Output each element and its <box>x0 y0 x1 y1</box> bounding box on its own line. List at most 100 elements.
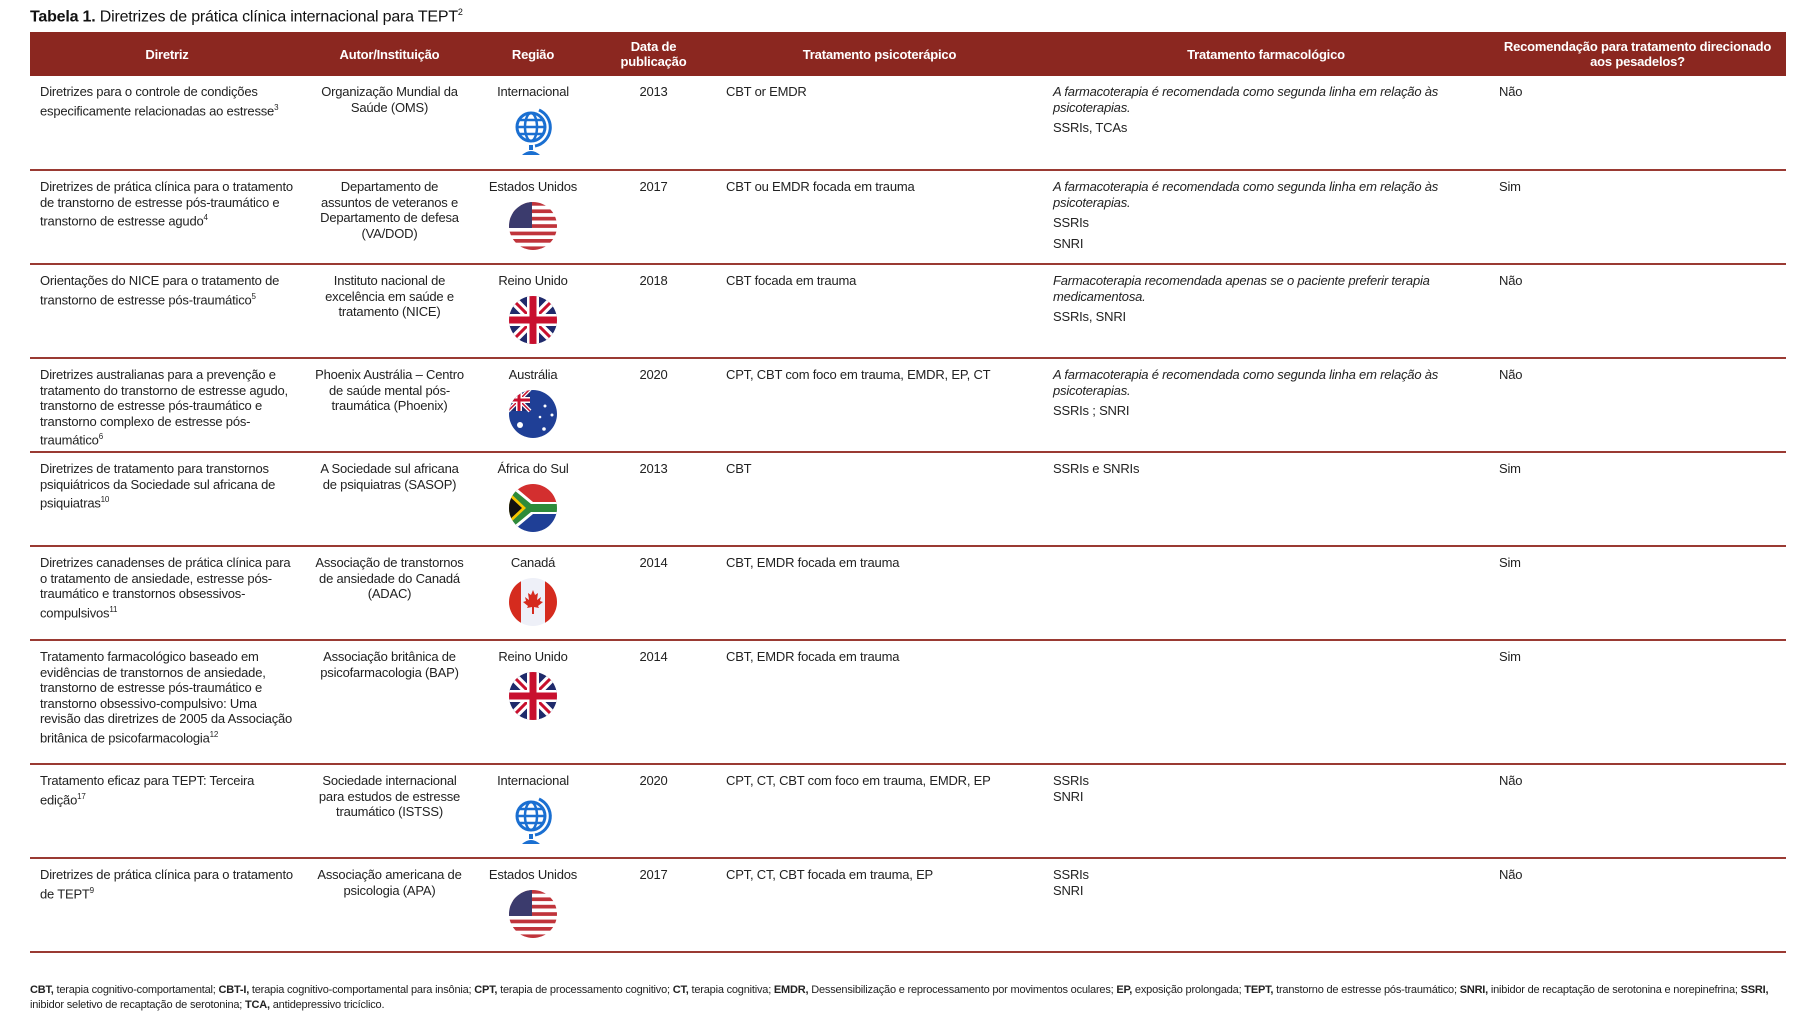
psychotherapy-cell: CBT focada em trauma <box>716 264 1043 359</box>
abbreviations-footnote: CBT, terapia cognitivo-comportamental; C… <box>30 983 1786 1013</box>
region-cell: África do Sul <box>475 452 591 547</box>
abbr-definition: exposição prolongada; <box>1132 984 1245 996</box>
guideline-cell: Tratamento eficaz para TEPT: Terceira ed… <box>30 764 304 859</box>
psychotherapy-cell: CPT, CT, CBT focada em trauma, EP <box>716 858 1043 953</box>
region-cell: Canadá <box>475 546 591 641</box>
pharm-drugs: SSRIs <box>1053 773 1089 788</box>
south-africa-flag-icon <box>508 483 558 533</box>
guideline-cell: Diretrizes de prática clínica para o tra… <box>30 858 304 953</box>
table-row: Diretrizes para o controle de condições … <box>30 76 1786 171</box>
author-cell: Organização Mundial da Saúde (OMS) <box>304 76 475 171</box>
abbr-definition: inibidor de recaptação de serotonina e n… <box>1488 984 1741 996</box>
pharmacology-cell <box>1043 546 1489 641</box>
author-cell: Instituto nacional de excelência em saúd… <box>304 264 475 359</box>
guidelines-table: Diretriz Autor/Instituição Região Data de p… <box>30 32 1786 953</box>
pharm-note: A farmacoterapia é recomendada como segu… <box>1053 179 1439 210</box>
year-cell: 2020 <box>591 358 716 453</box>
table-row: Diretrizes canadenses de prática clínica… <box>30 546 1786 641</box>
pharmacology-cell: Farmacoterapia recomendada apenas se o p… <box>1043 264 1489 359</box>
region-cell: Internacional <box>475 76 591 171</box>
author-cell: Departamento de assuntos de veteranos e … <box>304 170 475 265</box>
table-row: Tratamento eficaz para TEPT: Terceira ed… <box>30 764 1786 859</box>
year-cell: 2014 <box>591 640 716 765</box>
pharm-drugs: SSRIs <box>1053 867 1089 882</box>
year-cell: 2014 <box>591 546 716 641</box>
abbr-term: EMDR, <box>773 984 809 996</box>
abbr-definition: antidepressivo tricíclico. <box>269 999 385 1011</box>
region-label: Austrália <box>508 367 558 382</box>
us-flag-icon <box>508 201 558 251</box>
guideline-cell: Diretrizes canadenses de prática clínica… <box>30 546 304 641</box>
abbr-term: CPT, <box>474 984 498 996</box>
pharmacology-cell: A farmacoterapia é recomendada como segu… <box>1043 170 1489 265</box>
nightmare-recommendation-cell: Não <box>1489 858 1786 953</box>
table-row: Diretrizes de prática clínica para o tra… <box>30 858 1786 953</box>
pharmacology-cell: SSRIs SNRI <box>1043 858 1489 953</box>
pharmacology-cell: SSRIs e SNRIs <box>1043 452 1489 547</box>
header-pesadelos: Recomendação para tratamento direcionado… <box>1489 32 1786 76</box>
abbr-definition: Dessensibilização e reprocessamento por … <box>808 984 1117 996</box>
table-row: Orientações do NICE para o tratamento de… <box>30 264 1786 359</box>
psychotherapy-cell: CBT ou EMDR focada em trauma <box>716 170 1043 265</box>
nightmare-recommendation-cell: Sim <box>1489 640 1786 765</box>
guideline-cell: Tratamento farmacológico baseado em evid… <box>30 640 304 765</box>
header-diretriz: Diretriz <box>30 32 304 76</box>
pharm-drugs: SSRIs ; SNRI <box>1053 403 1130 418</box>
region-label: Estados Unidos <box>488 179 578 194</box>
pharm-drugs: SSRIs e SNRIs <box>1053 461 1140 476</box>
region-label: Internacional <box>497 84 569 99</box>
guideline-cell: Diretrizes de tratamento para transtorno… <box>30 452 304 547</box>
pharm-drugs: SSRIs, SNRI <box>1053 309 1126 324</box>
region-label: África do Sul <box>497 461 569 476</box>
nightmare-recommendation-cell: Sim <box>1489 452 1786 547</box>
globe-icon <box>508 106 558 156</box>
nightmare-recommendation-cell: Não <box>1489 764 1786 859</box>
uk-flag-icon <box>508 671 558 721</box>
year-cell: 2018 <box>591 264 716 359</box>
region-label: Reino Unido <box>498 649 568 664</box>
region-label: Canadá <box>510 555 556 570</box>
year-cell: 2017 <box>591 170 716 265</box>
australia-flag-icon <box>508 389 558 439</box>
pharm-drugs: SSRIs <box>1053 215 1089 230</box>
abbr-definition: transtorno de estresse pós-traumático; <box>1273 984 1460 996</box>
author-cell: Associação britânica de psicofarmacologi… <box>304 640 475 765</box>
table-title: Tabela 1. Diretrizes de prática clínica … <box>30 7 463 26</box>
abbr-definition: terapia cognitivo-comportamental; <box>53 984 219 996</box>
pharm-drugs: SNRI <box>1053 788 1084 804</box>
pharm-drugs: SNRI <box>1053 235 1084 251</box>
nightmare-recommendation-cell: Sim <box>1489 546 1786 641</box>
author-cell: Associação americana de psicologia (APA) <box>304 858 475 953</box>
pharm-note: A farmacoterapia é recomendada como segu… <box>1053 367 1439 398</box>
region-label: Internacional <box>497 773 569 788</box>
header-psicoterapico: Tratamento psicoterápico <box>716 32 1043 76</box>
psychotherapy-cell: CPT, CBT com foco em trauma, EMDR, EP, C… <box>716 358 1043 453</box>
region-cell: Estados Unidos <box>475 858 591 953</box>
pharmacology-cell <box>1043 640 1489 765</box>
abbr-definition: terapia cognitiva; <box>688 984 774 996</box>
region-cell: Reino Unido <box>475 640 591 765</box>
abbr-term: SNRI, <box>1459 984 1489 996</box>
author-cell: Associação de transtornos de ansiedade d… <box>304 546 475 641</box>
abbr-term: CBT-I, <box>218 984 250 996</box>
author-cell: Phoenix Austrália – Centro de saúde ment… <box>304 358 475 453</box>
psychotherapy-cell: CBT, EMDR focada em trauma <box>716 640 1043 765</box>
author-cell: A Sociedade sul africana de psiquiatras … <box>304 452 475 547</box>
author-cell: Sociedade internacional para estudos de … <box>304 764 475 859</box>
pharmacology-cell: A farmacoterapia é recomendada como segu… <box>1043 358 1489 453</box>
guideline-cell: Diretrizes australianas para a prevenção… <box>30 358 304 453</box>
header-farmacologico: Tratamento farmacológico <box>1043 32 1489 76</box>
abbr-definition: terapia cognitivo-comportamental para in… <box>249 984 475 996</box>
table-row: Diretrizes de tratamento para transtorno… <box>30 452 1786 547</box>
uk-flag-icon <box>508 295 558 345</box>
year-cell: 2013 <box>591 76 716 171</box>
nightmare-recommendation-cell: Não <box>1489 264 1786 359</box>
pharm-drugs: SNRI <box>1053 882 1084 898</box>
region-cell: Estados Unidos <box>475 170 591 265</box>
psychotherapy-cell: CBT <box>716 452 1043 547</box>
region-label: Estados Unidos <box>488 867 578 882</box>
pharm-note: A farmacoterapia é recomendada como segu… <box>1053 84 1439 115</box>
pharmacology-cell: SSRIs SNRI <box>1043 764 1489 859</box>
nightmare-recommendation-cell: Sim <box>1489 170 1786 265</box>
abbr-term: EP, <box>1116 984 1133 996</box>
